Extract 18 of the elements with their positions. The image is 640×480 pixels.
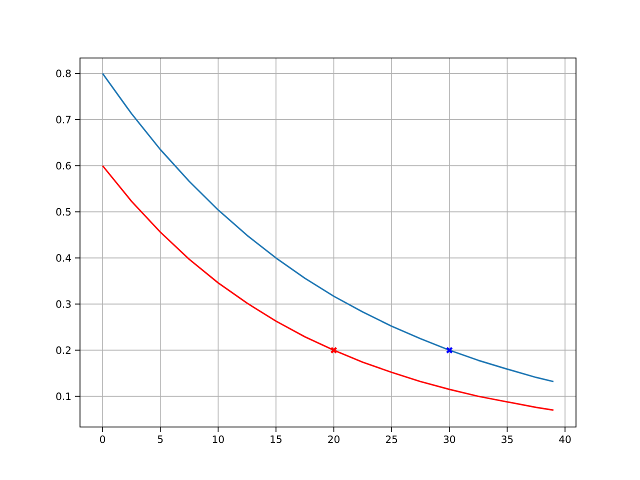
y-tick-label: 0.5	[56, 208, 71, 216]
x-tick-label: 30	[444, 436, 456, 444]
line-series	[102, 72, 554, 382]
y-tick-label: 0.3	[56, 300, 71, 308]
x-tick-label: 0	[100, 436, 106, 444]
y-tick-label: 0.1	[56, 392, 71, 400]
y-tick-label: 0.8	[56, 70, 71, 78]
y-tick-label: 0.7	[56, 116, 71, 124]
y-tick-label: 0.2	[56, 346, 70, 354]
y-tick-label: 0.6	[56, 162, 71, 170]
x-tick-label: 25	[386, 436, 398, 444]
x-tick-label: 40	[559, 436, 571, 444]
x-tick-label: 5	[158, 436, 163, 443]
x-tick-label: 15	[270, 436, 282, 443]
x-tick-label: 20	[328, 436, 340, 444]
y-tick-label: 0.4	[56, 254, 71, 262]
x-tick-label: 10	[212, 436, 224, 444]
x-tick-label: 35	[502, 436, 513, 444]
